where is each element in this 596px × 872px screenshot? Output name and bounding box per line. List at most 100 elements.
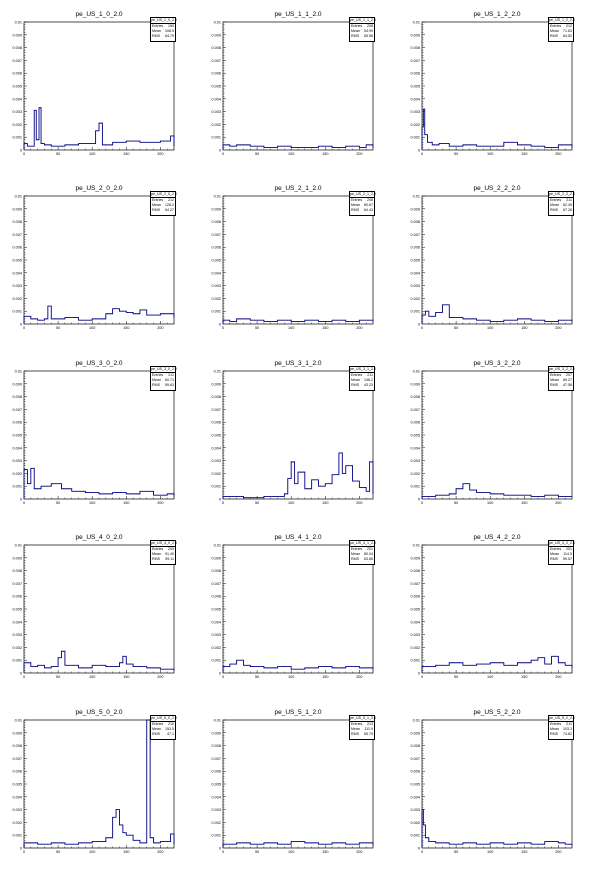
y-tick-label: 0.002 [211, 821, 221, 825]
stats-rms-value: 64.43 [364, 208, 373, 213]
y-tick-label: 0.003 [410, 284, 420, 288]
stats-entries-value: 213 [367, 722, 373, 726]
stats-mean-value: 71.63 [563, 29, 572, 34]
stats-box: pe_US_1_0_2.0 Entries 190 Mean 108.9 RMS 64.79 [150, 17, 177, 42]
x-tick-label: 100 [288, 501, 294, 505]
stats-mean-label: Mean [550, 203, 559, 208]
y-tick-label: 0.001 [410, 834, 420, 838]
y-tick-label: 0.006 [12, 421, 22, 425]
histogram-panel: pe_US_2_1_2.0 0.001 0.002 0.003 0.004 0.005 0.… [199, 174, 397, 348]
x-tick-label: 0 [421, 501, 423, 505]
y-tick-label: 0.004 [211, 620, 221, 624]
y-tick-label: 0.008 [12, 744, 22, 748]
y-tick-label: 0.005 [12, 85, 22, 89]
x-tick-label: 200 [555, 850, 561, 854]
x-tick-label: 150 [322, 850, 328, 854]
y-tick-label: 0.009 [410, 33, 420, 37]
y-tick-label: 0.009 [410, 556, 420, 560]
y-tick-label: 0 [20, 672, 22, 676]
y-tick-label: 0.004 [410, 795, 420, 799]
histogram-plot: 0.001 0.002 0.003 0.004 0.005 0.006 0.007 0.008… [410, 195, 573, 330]
y-tick-label: 0.001 [211, 659, 221, 663]
y-tick-label: 0.006 [211, 421, 221, 425]
x-tick-label: 100 [288, 152, 294, 156]
stats-entries-value: 211 [367, 373, 373, 377]
stats-rms-label: RMS [152, 34, 160, 39]
y-tick-label: 0.007 [211, 233, 221, 237]
histogram-series [23, 467, 175, 499]
y-tick-label: 0.003 [410, 459, 420, 463]
x-tick-label: 200 [555, 501, 561, 505]
stats-rms-value: 59.11 [165, 557, 174, 562]
x-tick-label: 50 [454, 675, 458, 679]
y-tick-label: 0.007 [410, 757, 420, 761]
x-tick-label: 50 [454, 501, 458, 505]
y-tick-label: 0.001 [410, 136, 420, 140]
stats-box: pe_US_5_2_2.0 Entries 211 Mean 103.3 RMS 74.82 [548, 715, 575, 740]
y-tick-label: 0.002 [410, 123, 420, 127]
y-tick-label: 0.01 [413, 21, 420, 25]
stats-mean-value: 153.5 [165, 727, 174, 732]
stats-rms-row: RMS 47.1 [151, 732, 175, 737]
histogram-plot: 0.001 0.002 0.003 0.004 0.005 0.006 0.007 0.008… [12, 21, 175, 156]
stats-entries-value: 212 [566, 24, 572, 28]
stats-entries-label: Entries [351, 24, 363, 28]
stats-mean-value: 108.9 [165, 29, 174, 34]
stats-rms-value: 59.57 [563, 557, 572, 562]
x-tick-label: 50 [56, 675, 60, 679]
x-tick-label: 100 [288, 675, 294, 679]
stats-name: pe_US_1_1_2.0 [350, 18, 376, 24]
x-tick-label: 200 [356, 675, 362, 679]
y-tick-label: 0.007 [211, 582, 221, 586]
stats-mean-value: 103.3 [563, 727, 572, 732]
y-tick-label: 0.001 [211, 485, 221, 489]
stats-rms-row: RMS 59.11 [151, 557, 175, 562]
x-tick-label: 100 [487, 326, 493, 330]
histogram-series [421, 483, 572, 499]
y-tick-label: 0.005 [410, 434, 420, 438]
stats-box: pe_US_3_1_2.0 Entries 211 Mean 148.2 RMS 43.23 [349, 366, 376, 391]
x-tick-label: 200 [157, 850, 163, 854]
stats-rms-value: 59.63 [165, 383, 174, 388]
y-tick-label: 0.01 [413, 719, 420, 723]
y-tick-label: 0 [219, 498, 221, 502]
x-tick-label: 100 [487, 501, 493, 505]
y-tick-label: 0.005 [410, 608, 420, 612]
stats-mean-value: 91.40 [165, 552, 174, 557]
x-tick-label: 0 [23, 850, 25, 854]
y-tick-label: 0.001 [12, 834, 22, 838]
stats-rms-label: RMS [550, 34, 558, 39]
y-tick-label: 0.002 [12, 123, 22, 127]
y-tick-label: 0.004 [211, 446, 221, 450]
y-tick-label: 0.003 [12, 808, 22, 812]
y-tick-label: 0.009 [211, 207, 221, 211]
stats-rms-row: RMS 67.26 [549, 208, 573, 213]
stats-entries-label: Entries [351, 722, 363, 726]
stats-rms-value: 65.79 [364, 732, 373, 737]
stats-box: pe_US_4_1_2.0 Entries 201 Mean 80.04 RMS 63.66 [349, 540, 376, 565]
histogram-panel: pe_US_1_1_2.0 0.001 0.002 0.003 0.004 0.005 0.… [199, 0, 397, 174]
y-tick-label: 0.008 [12, 46, 22, 50]
x-tick-label: 200 [356, 326, 362, 330]
stats-entries-row: Entries 190 [151, 24, 175, 29]
stats-rms-value: 47.58 [563, 383, 572, 388]
chart-title: pe_US_3_2_2.0 [473, 360, 521, 367]
y-tick-label: 0.01 [15, 195, 22, 199]
y-tick-label: 0.003 [12, 284, 22, 288]
stats-entries-label: Entries [152, 373, 164, 377]
stats-rms-label: RMS [351, 208, 359, 213]
y-tick-label: 0 [20, 498, 22, 502]
y-tick-label: 0.006 [211, 770, 221, 774]
x-tick-label: 150 [521, 326, 527, 330]
y-tick-label: 0.006 [12, 246, 22, 250]
stats-rms-row: RMS 64.27 [151, 208, 175, 213]
y-tick-label: 0.002 [211, 297, 221, 301]
y-tick-label: 0.002 [12, 646, 22, 650]
y-tick-label: 0.003 [211, 633, 221, 637]
histogram-plot: 0.001 0.002 0.003 0.004 0.005 0.006 0.007 0.008… [12, 544, 175, 679]
y-tick-label: 0 [219, 323, 221, 327]
x-tick-label: 200 [356, 152, 362, 156]
stats-rms-value: 65.58 [364, 34, 373, 39]
stats-entries-value: 190 [168, 24, 174, 28]
x-tick-label: 0 [421, 850, 423, 854]
